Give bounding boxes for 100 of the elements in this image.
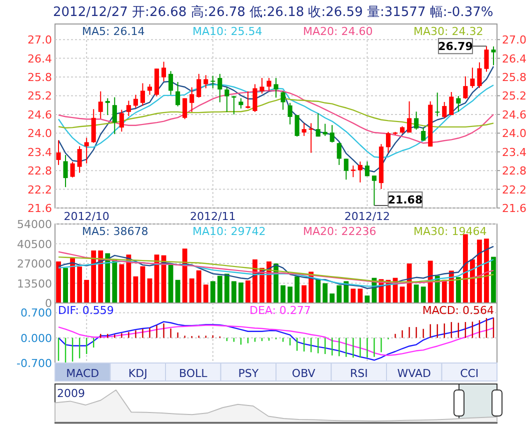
text: MACD <box>66 367 100 380</box>
bar <box>350 288 356 303</box>
chart-title: 2012/12/27 开:26.68 高:26.78 低:26.18 收:26.59 量:31577 幅:-0.37% <box>53 4 494 20</box>
y2-tick-label: 22.8 <box>502 164 526 178</box>
text: OBV <box>292 367 316 380</box>
candlestick <box>266 77 272 92</box>
candlestick <box>302 122 306 136</box>
annotation: 26.79 <box>438 40 473 54</box>
y-tick-label: 25.2 <box>28 90 52 103</box>
candlestick <box>386 131 391 154</box>
text: MA10: 25.54 <box>192 25 262 38</box>
y-tick-label: 26.4 <box>28 52 52 66</box>
bar <box>294 276 300 303</box>
y-tick-label: 22.8 <box>28 164 52 178</box>
bar <box>330 293 335 303</box>
candlestick <box>421 126 426 142</box>
bar <box>442 280 447 303</box>
bar <box>420 286 426 303</box>
text: CCI <box>460 367 479 380</box>
candlestick <box>294 114 300 138</box>
text: MA30: 19464 <box>414 225 487 238</box>
candlestick <box>246 90 250 110</box>
candlestick <box>274 77 278 98</box>
candlestick <box>77 146 82 174</box>
y-tick-label: 54000 <box>17 218 52 231</box>
y2-tick-label: 24.0 <box>502 127 526 140</box>
y-tick-label: 25.8 <box>28 71 52 84</box>
bar <box>210 281 216 303</box>
bar <box>344 281 349 303</box>
candlestick <box>161 61 166 82</box>
y-tick-label: -0.700 <box>16 357 52 370</box>
text: PSY <box>238 367 259 380</box>
candlestick <box>98 90 103 119</box>
series-label: DIF: 0.559 <box>58 304 114 317</box>
candlestick <box>196 73 202 98</box>
annotation: 21.68 <box>388 194 423 206</box>
candlestick <box>140 82 145 106</box>
y-tick-label: 27000 <box>17 258 52 270</box>
candlestick <box>344 158 348 180</box>
candlestick <box>358 161 362 183</box>
candlestick <box>288 102 292 125</box>
annotation: 2009 <box>57 387 85 400</box>
candlestick <box>414 111 419 130</box>
candlestick <box>238 98 244 110</box>
y-tick-label: 24.6 <box>28 108 52 122</box>
candlestick <box>330 124 334 144</box>
candlestick <box>463 76 468 100</box>
bar <box>336 285 342 303</box>
y-tick-label: 22.2 <box>28 183 52 196</box>
bar <box>280 285 286 303</box>
y2-tick-label: 25.8 <box>502 71 526 84</box>
candlestick <box>168 70 174 96</box>
candlestick <box>449 91 454 116</box>
candlestick <box>484 46 489 72</box>
candlestick <box>260 77 264 94</box>
x-tick-label: 2012/12 <box>344 210 390 223</box>
x-tick-label: 2012/11 <box>190 210 236 223</box>
candlestick <box>407 100 412 134</box>
candlestick <box>70 161 75 178</box>
text: MA30: 24.32 <box>414 25 484 38</box>
candlestick <box>336 142 342 166</box>
candlestick <box>210 75 216 89</box>
text: KDJ <box>128 367 148 380</box>
text: BOLL <box>178 367 208 380</box>
candlestick <box>442 101 447 119</box>
bar <box>456 277 461 303</box>
bar <box>98 250 104 303</box>
text: MA10: 29742 <box>192 225 266 238</box>
y2-tick-label: 21.6 <box>502 202 526 215</box>
y-tick-label: 0.000 <box>20 332 52 345</box>
candlestick <box>435 92 440 117</box>
bar <box>217 276 222 303</box>
bar <box>414 284 419 303</box>
text: MA5: 26.14 <box>82 25 145 38</box>
y-tick-label: 21.6 <box>28 202 52 215</box>
series-label: MACD: 0.564 <box>422 304 494 317</box>
series-label: DEA: 0.277 <box>249 304 311 317</box>
y-tick-label: 24.0 <box>28 127 52 140</box>
bar <box>140 266 146 303</box>
bar <box>119 264 124 303</box>
x-tick-label: 2012/10 <box>64 210 110 223</box>
bar <box>470 259 475 303</box>
bar <box>231 281 236 303</box>
bar <box>63 268 68 303</box>
bar <box>288 286 292 303</box>
y2-tick-label: 23.4 <box>502 146 526 159</box>
candlestick <box>372 175 376 206</box>
candlestick <box>176 82 180 107</box>
text: MA20: 22236 <box>303 225 376 238</box>
candlestick <box>280 90 286 110</box>
y-tick-label: 23.4 <box>28 146 52 159</box>
candlestick <box>84 137 89 164</box>
bar <box>358 288 363 303</box>
bar <box>196 270 202 303</box>
candlestick <box>112 96 117 135</box>
candlestick <box>224 86 230 112</box>
candlestick <box>364 161 370 177</box>
bar <box>322 283 328 303</box>
candlestick <box>350 165 356 178</box>
candlestick <box>133 94 138 108</box>
